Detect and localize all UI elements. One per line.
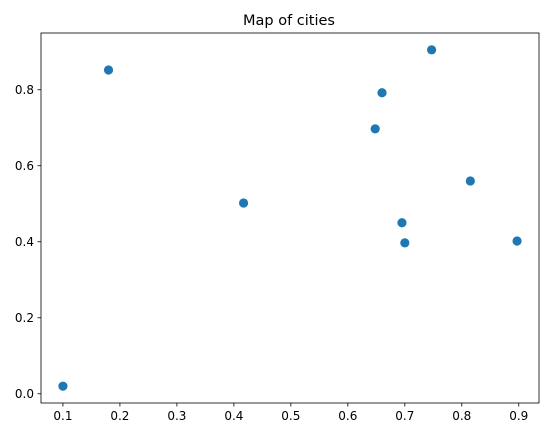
x-tick-label: 0.6 [338,409,357,423]
y-tick-label: 0.6 [15,159,34,173]
y-tick-label: 0.2 [15,311,34,325]
data-point [426,45,437,55]
data-point [103,65,114,75]
data-point [238,198,249,208]
x-tick-label: 0.8 [452,409,471,423]
data-point [400,238,410,248]
chart-title: Map of cities [243,13,335,29]
x-tick-label: 0.4 [224,409,243,423]
data-point [58,381,68,391]
data-point [465,176,475,186]
data-point [377,88,387,98]
x-tick-label: 0.2 [110,409,129,423]
y-tick-label: 0.0 [15,387,34,401]
x-tick-label: 0.5 [281,409,300,423]
x-tick-label: 0.3 [167,409,186,423]
data-point [512,236,522,246]
y-tick-label: 0.4 [15,235,34,249]
y-tick-label: 0.8 [15,83,34,97]
axes-frame [40,32,540,404]
x-tick-label: 0.1 [53,409,72,423]
data-point [397,218,407,228]
x-tick-label: 0.9 [509,409,528,423]
plot-area: 0.1 0.2 0.3 0.4 0.5 0.6 0.7 0.8 0.9 0.0 0.2 0.4 0.6 0… [15,32,540,423]
x-tick-label: 0.7 [395,409,414,423]
data-point [370,124,380,134]
